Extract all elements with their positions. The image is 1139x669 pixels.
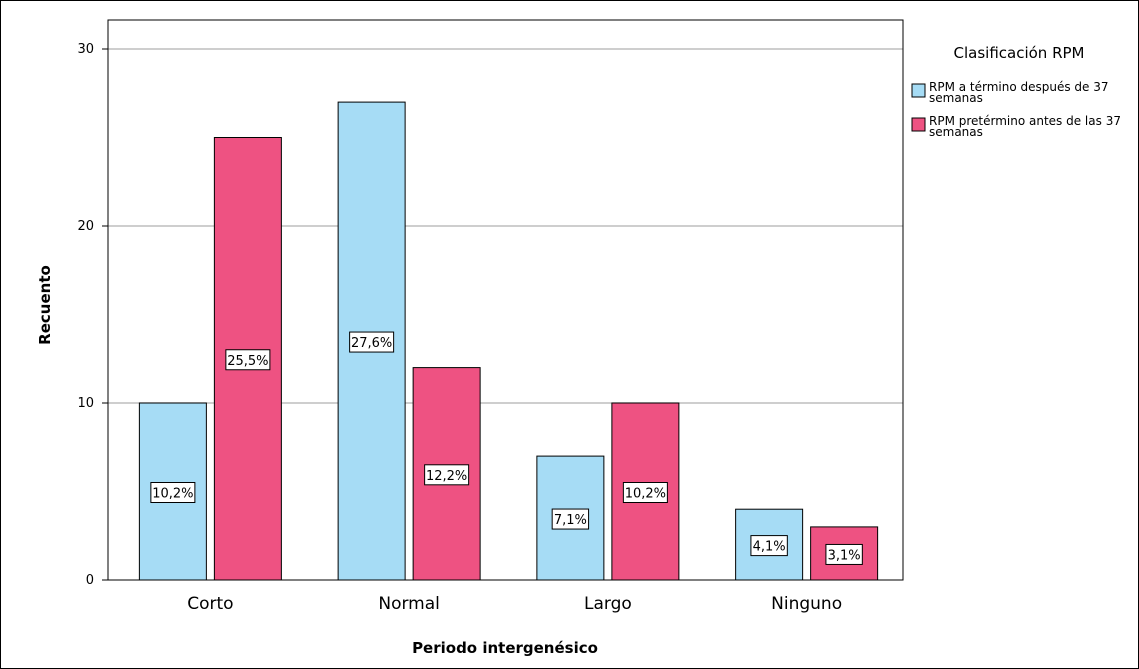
- plot-area: [107, 19, 904, 581]
- legend-swatch: [911, 83, 926, 98]
- y-tick-label: 30: [77, 42, 94, 57]
- y-tick-label: 10: [77, 396, 94, 411]
- data-labels: 10,2% 25,5% 27,6% 12,2% 7,1% 10,2% 4,1% 3,1%: [150, 331, 863, 565]
- data-label: 25,5%: [227, 354, 268, 369]
- y-tick-label: 20: [77, 219, 94, 234]
- x-category-label: Corto: [187, 594, 233, 614]
- legend-label: semanas: [929, 125, 983, 139]
- data-label: 12,2%: [426, 469, 467, 484]
- x-axis-categories: Corto Normal Largo Ninguno: [187, 594, 842, 614]
- data-label-box: [551, 508, 590, 530]
- y-axis-title: Recuento: [36, 265, 54, 345]
- x-category-label: Largo: [584, 594, 632, 614]
- data-label: 3,1%: [828, 548, 861, 563]
- y-axis-ticks: 0 10 20 30: [77, 42, 108, 588]
- data-label: 4,1%: [753, 540, 786, 555]
- x-category-label: Ninguno: [771, 594, 842, 614]
- data-label-box: [622, 482, 668, 503]
- legend-title: Clasificación RPM: [954, 44, 1085, 62]
- data-label: 10,2%: [152, 487, 193, 502]
- data-label-box: [150, 482, 196, 503]
- legend-label: semanas: [929, 91, 983, 105]
- legend-label: RPM a término después de 37: [929, 80, 1109, 94]
- legend-swatch: [911, 117, 926, 132]
- data-label: 27,6%: [351, 336, 392, 351]
- data-label-box: [750, 535, 788, 557]
- legend-label: RPM pretérmino antes de las 37: [929, 114, 1121, 128]
- data-label: 10,2%: [625, 487, 666, 502]
- legend: Clasificación RPM RPM a término después …: [911, 44, 1121, 139]
- y-tick-label: 0: [86, 573, 94, 588]
- data-label: 7,1%: [554, 513, 587, 528]
- data-label-box: [225, 349, 271, 371]
- x-axis-title: Periodo intergenésico: [412, 639, 598, 657]
- bars: [138, 101, 879, 581]
- x-category-label: Normal: [378, 594, 440, 614]
- data-label-box: [424, 464, 470, 486]
- data-label-box: [825, 543, 863, 565]
- data-label-box: [349, 331, 395, 353]
